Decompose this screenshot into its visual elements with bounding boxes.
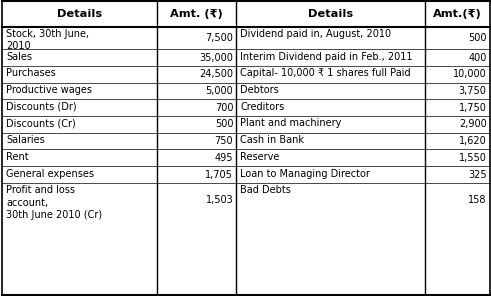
Text: 24,500: 24,500 <box>199 69 233 79</box>
Text: 2,900: 2,900 <box>459 119 487 129</box>
Text: Amt.(₹): Amt.(₹) <box>433 9 482 19</box>
Text: 7,500: 7,500 <box>205 33 233 43</box>
Text: Discounts (Dr): Discounts (Dr) <box>6 102 77 112</box>
Text: Salaries: Salaries <box>6 135 45 145</box>
Text: Cash in Bank: Cash in Bank <box>240 135 304 145</box>
Text: 1,503: 1,503 <box>206 195 233 205</box>
Text: 158: 158 <box>468 195 487 205</box>
Text: 700: 700 <box>215 103 233 113</box>
Text: Creditors: Creditors <box>240 102 284 112</box>
Text: 3,750: 3,750 <box>459 86 487 96</box>
Text: 750: 750 <box>215 136 233 146</box>
Text: Purchases: Purchases <box>6 68 56 78</box>
Text: Plant and machinery: Plant and machinery <box>240 118 342 128</box>
Text: Sales: Sales <box>6 52 32 62</box>
Text: Bad Debts: Bad Debts <box>240 185 291 195</box>
Text: Rent: Rent <box>6 152 29 162</box>
Text: Loan to Managing Director: Loan to Managing Director <box>240 168 370 178</box>
Text: 5,000: 5,000 <box>206 86 233 96</box>
Text: Capital- 10,000 ₹ 1 shares full Paid: Capital- 10,000 ₹ 1 shares full Paid <box>240 68 411 78</box>
Text: Profit and loss
account,
30th June 2010 (Cr): Profit and loss account, 30th June 2010 … <box>6 185 103 220</box>
Text: 495: 495 <box>215 153 233 163</box>
Text: Discounts (Cr): Discounts (Cr) <box>6 118 76 128</box>
Text: 10,000: 10,000 <box>453 69 487 79</box>
Text: 1,750: 1,750 <box>459 103 487 113</box>
Text: Dividend paid in, August, 2010: Dividend paid in, August, 2010 <box>240 29 391 39</box>
Text: 325: 325 <box>468 170 487 179</box>
Text: Details: Details <box>308 9 354 19</box>
Text: Reserve: Reserve <box>240 152 279 162</box>
Text: General expenses: General expenses <box>6 168 94 178</box>
Text: 35,000: 35,000 <box>199 53 233 62</box>
Text: Debtors: Debtors <box>240 85 279 95</box>
Text: 1,705: 1,705 <box>205 170 233 179</box>
Text: 500: 500 <box>468 33 487 43</box>
Text: 1,620: 1,620 <box>459 136 487 146</box>
Text: Stock, 30th June,
2010: Stock, 30th June, 2010 <box>6 29 89 52</box>
Text: 1,550: 1,550 <box>459 153 487 163</box>
Text: 500: 500 <box>215 119 233 129</box>
Text: Interim Dividend paid in Feb., 2011: Interim Dividend paid in Feb., 2011 <box>240 52 412 62</box>
Text: 400: 400 <box>468 53 487 62</box>
Text: Productive wages: Productive wages <box>6 85 92 95</box>
Text: Details: Details <box>57 9 103 19</box>
Text: Amt. (₹): Amt. (₹) <box>170 9 223 19</box>
